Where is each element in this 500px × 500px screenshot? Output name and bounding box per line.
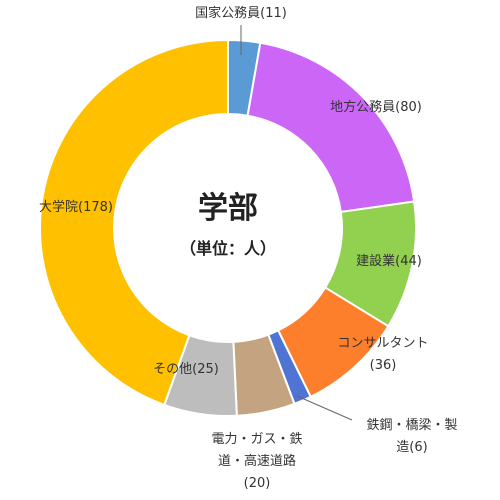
category-label: コンサルタント	[337, 336, 429, 351]
value-label: (44)	[395, 254, 422, 269]
chart-title: 学部	[198, 191, 258, 226]
donut-slice	[246, 41, 416, 214]
data-label: 大学院(178)	[39, 197, 113, 219]
category-label: 地方公務員	[330, 100, 396, 115]
value-label: (178)	[78, 200, 113, 215]
data-label: 鉄鋼・橋梁・製造(6)	[364, 415, 460, 459]
category-label: 鉄鋼・橋梁・製造	[366, 418, 458, 455]
chart-subtitle: （単位：人）	[180, 239, 276, 258]
data-label: 地方公務員(80)	[330, 97, 422, 119]
value-label: (25)	[192, 362, 219, 377]
category-label: 電力・ガス・鉄道・高速道路	[211, 432, 303, 469]
data-label: その他(25)	[153, 359, 219, 381]
category-label: 国家公務員	[195, 6, 261, 21]
value-label: (36)	[369, 358, 397, 373]
donut-slice	[39, 38, 229, 407]
data-label: 電力・ガス・鉄道・高速道路 (20)	[209, 429, 305, 495]
data-label: 建設業(44)	[356, 251, 422, 273]
category-label: 大学院	[39, 200, 79, 215]
value-label: (20)	[243, 476, 271, 491]
leader-line	[296, 395, 353, 421]
category-label: 建設業	[356, 254, 396, 269]
data-label: コンサルタント (36)	[333, 333, 433, 377]
value-label: (11)	[260, 6, 287, 21]
value-label: (80)	[395, 100, 422, 115]
value-label: (6)	[409, 440, 428, 455]
category-label: その他	[153, 362, 193, 377]
data-label: 国家公務員(11)	[195, 3, 287, 25]
